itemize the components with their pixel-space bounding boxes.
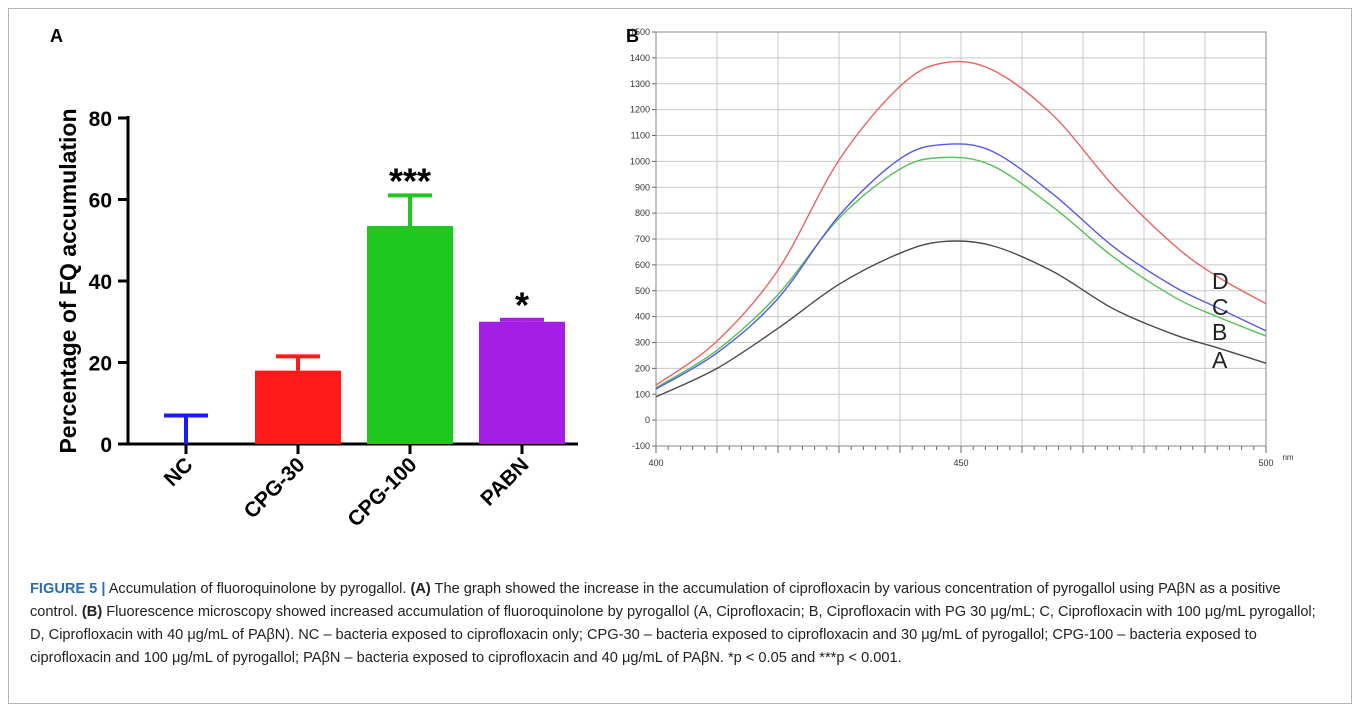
figure-label: FIGURE 5 | bbox=[30, 581, 106, 597]
fluorescence-line-chart: -100 0 100 200 300 400 500 600 700 800 900 1000 1100… bbox=[630, 27, 1294, 468]
y-tick-label: 900 bbox=[635, 182, 650, 192]
y-tick-label: 1400 bbox=[630, 53, 650, 63]
panel-a-label: A bbox=[50, 26, 63, 46]
x-tick-label: NC bbox=[160, 453, 198, 491]
series-label-d: D bbox=[1212, 268, 1229, 294]
plot-frame bbox=[655, 31, 1267, 447]
series-line-b bbox=[655, 156, 1267, 389]
y-tick-label: 500 bbox=[635, 286, 650, 296]
y-tick-label: 1200 bbox=[630, 105, 650, 115]
y-tick-label: 1300 bbox=[630, 79, 650, 89]
y-tick-label: 1000 bbox=[630, 156, 650, 166]
x-tick-label: 400 bbox=[648, 458, 663, 468]
series-line-c bbox=[655, 143, 1267, 390]
y-tick-label: 60 bbox=[89, 190, 112, 213]
y-tick-label: 20 bbox=[89, 353, 112, 376]
y-axis-label: Percentage of FQ accumulation bbox=[55, 108, 81, 453]
x-tick-label: 500 bbox=[1258, 458, 1273, 468]
y-tick-label: 0 bbox=[100, 434, 112, 457]
bar-pabn bbox=[479, 321, 565, 444]
caption-part-b-label: (B) bbox=[81, 604, 103, 620]
significance-marker: * bbox=[515, 285, 529, 326]
caption-part-a-label: (A) bbox=[410, 581, 431, 597]
x-tick-label: PABN bbox=[476, 453, 533, 510]
x-tick-label: CPG-30 bbox=[240, 453, 310, 523]
series-label-a: A bbox=[1212, 347, 1228, 373]
y-tick-label: 300 bbox=[635, 338, 650, 348]
y-tick-label: 600 bbox=[635, 260, 650, 270]
y-tick-label: 200 bbox=[635, 363, 650, 373]
figure-frame bbox=[8, 8, 1352, 704]
x-tick-label: 450 bbox=[953, 458, 968, 468]
caption-part-a-text: The graph showed the increase in the acc… bbox=[30, 581, 1281, 620]
y-tick-label: 1500 bbox=[630, 27, 650, 37]
x-axis-unit: nm bbox=[1282, 453, 1293, 462]
x-tick-label: CPG-100 bbox=[343, 453, 421, 531]
series-line-d bbox=[655, 60, 1267, 386]
caption-title: Accumulation of fluoroquinolone by pyrog… bbox=[105, 581, 411, 597]
bar-cpg-30 bbox=[255, 370, 341, 444]
bar-cpg-100 bbox=[367, 225, 453, 444]
caption-part-b-text: Fluorescence microscopy showed increased… bbox=[30, 604, 1316, 666]
y-tick-label: 80 bbox=[89, 108, 112, 131]
y-tick-label: 800 bbox=[635, 208, 650, 218]
y-tick-label: 700 bbox=[635, 234, 650, 244]
y-tick-label: -100 bbox=[632, 441, 650, 451]
significance-marker: *** bbox=[389, 160, 431, 201]
series-label-c: C bbox=[1212, 294, 1229, 320]
y-tick-label: 0 bbox=[645, 415, 650, 425]
y-tick-label: 1100 bbox=[631, 131, 650, 141]
y-tick-label: 100 bbox=[635, 389, 650, 399]
y-tick-label: 400 bbox=[635, 312, 650, 322]
bar-chart: Percentage of FQ accumulation 0 20 40 60 80 NC… bbox=[55, 108, 578, 531]
y-tick-label: 40 bbox=[89, 271, 112, 294]
series-label-b: B bbox=[1212, 319, 1227, 345]
series-line-a bbox=[655, 240, 1267, 398]
panel-b-label: B bbox=[626, 26, 639, 46]
figure-caption: FIGURE 5 | Accumulation of fluoroquinolo… bbox=[30, 578, 1330, 670]
